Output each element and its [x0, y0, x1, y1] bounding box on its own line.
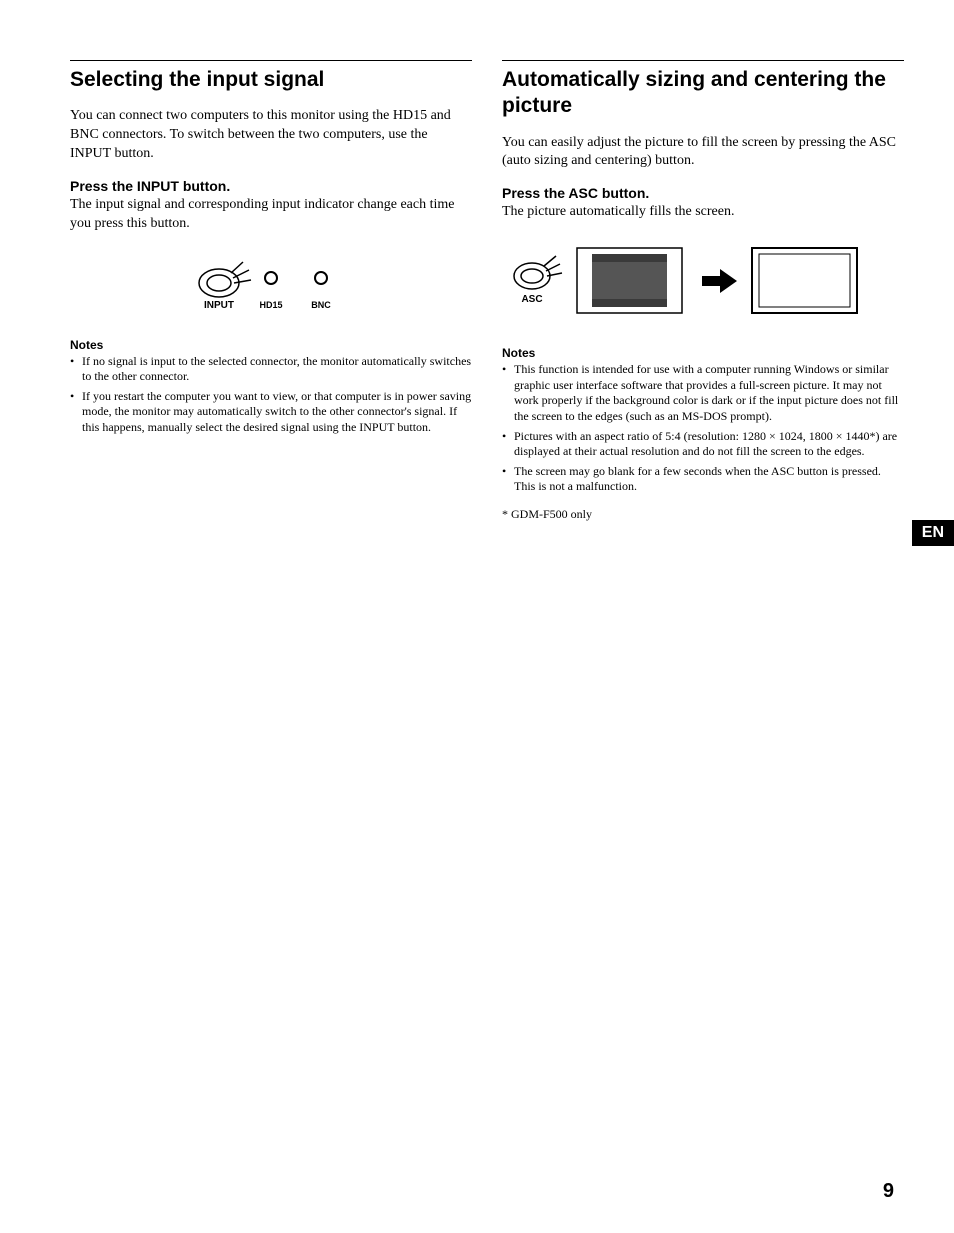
page-number: 9	[883, 1180, 894, 1203]
intro-left: You can connect two computers to this mo…	[70, 107, 472, 164]
asc-diagram-svg: ASC	[502, 236, 862, 326]
led-bnc-label: BNC	[311, 300, 331, 310]
led-hd15-icon	[265, 272, 277, 284]
language-badge: EN	[912, 520, 954, 546]
led-bnc-icon	[315, 272, 327, 284]
sub-body-left: The input signal and corresponding input…	[70, 196, 472, 234]
notes-heading-left: Notes	[70, 338, 472, 352]
section-title-left: Selecting the input signal	[70, 67, 472, 93]
after-screen-icon	[752, 248, 857, 313]
notes-list-right: •This function is intended for use with …	[502, 362, 904, 495]
notes-heading-right: Notes	[502, 346, 904, 360]
section-rule	[70, 60, 472, 61]
input-label: INPUT	[204, 300, 234, 311]
list-item: •This function is intended for use with …	[502, 362, 904, 424]
list-item: •If no signal is input to the selected c…	[70, 354, 472, 385]
intro-right: You can easily adjust the picture to fil…	[502, 134, 904, 172]
right-column: Automatically sizing and centering the p…	[502, 60, 904, 522]
sub-body-right: The picture automatically fills the scre…	[502, 203, 904, 222]
led-hd15-label: HD15	[259, 300, 282, 310]
arrow-icon	[702, 269, 737, 293]
sub-heading-right: Press the ASC button.	[502, 185, 904, 201]
list-item: •Pictures with an aspect ratio of 5:4 (r…	[502, 429, 904, 460]
input-diagram-svg: INPUT HD15 BNC	[171, 248, 371, 318]
before-screen-icon	[577, 248, 682, 313]
asc-label: ASC	[521, 294, 542, 305]
footnote: * GDM-F500 only	[502, 507, 904, 522]
section-title-right: Automatically sizing and centering the p…	[502, 67, 904, 120]
input-diagram: INPUT HD15 BNC	[70, 248, 472, 318]
sub-heading-left: Press the INPUT button.	[70, 178, 472, 194]
notes-list-left: •If no signal is input to the selected c…	[70, 354, 472, 436]
asc-diagram: ASC	[502, 236, 904, 326]
list-item: •If you restart the computer you want to…	[70, 389, 472, 436]
left-column: Selecting the input signal You can conne…	[70, 60, 472, 522]
section-rule	[502, 60, 904, 61]
list-item: •The screen may go blank for a few secon…	[502, 464, 904, 495]
